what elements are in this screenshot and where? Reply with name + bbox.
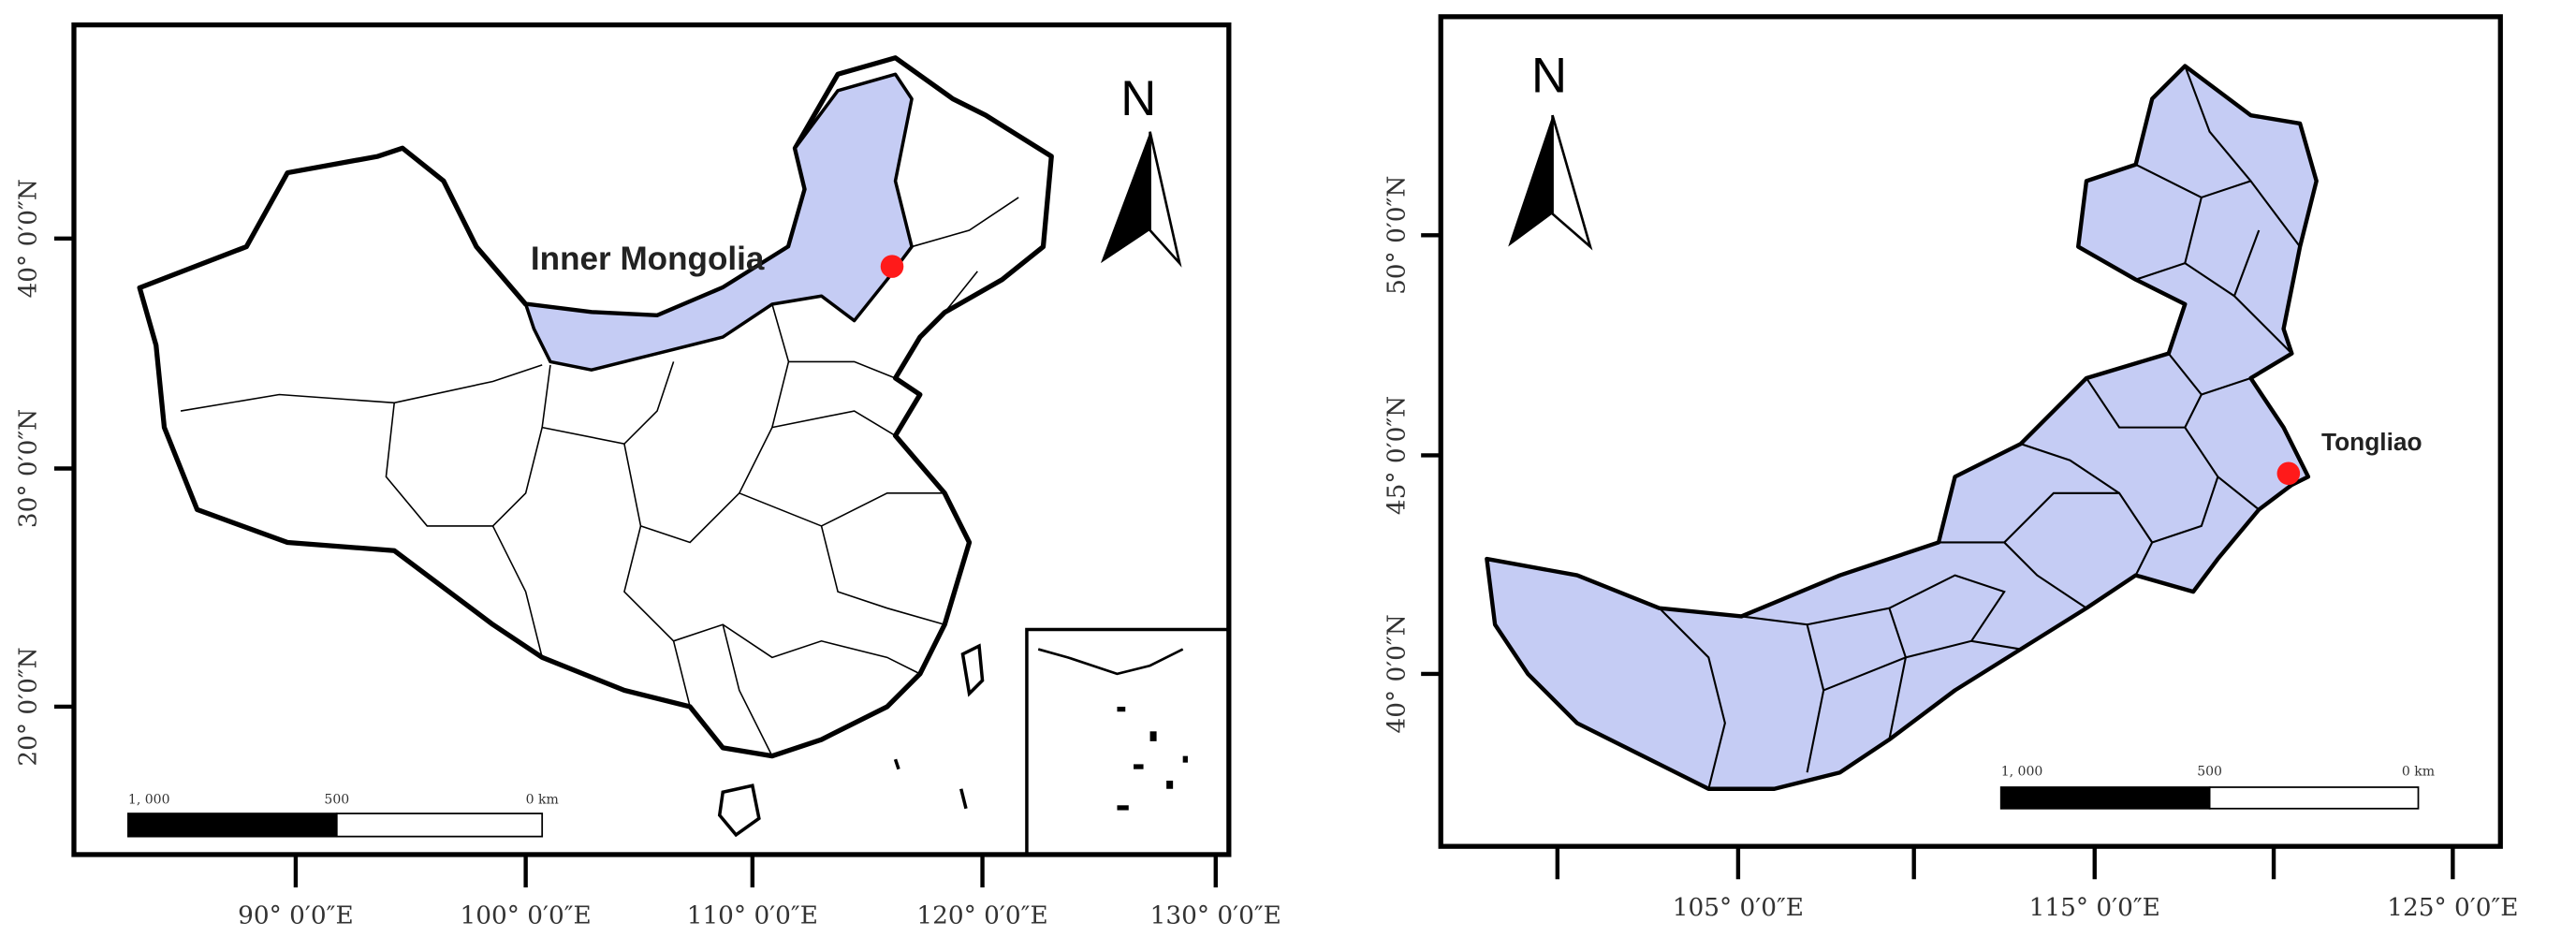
scale-bar — [1999, 786, 2211, 810]
x-tick-label: 115° 0′0″E — [2029, 894, 2160, 922]
inset-coast — [1037, 648, 1184, 676]
scale-bar — [335, 813, 544, 838]
inset-frame — [1025, 627, 1229, 855]
scale-label: 1, 000 — [2001, 765, 2043, 780]
location-marker — [880, 255, 904, 278]
scale-label: 500 — [2197, 765, 2222, 780]
inner-mongolia-region — [523, 72, 914, 372]
x-tick-label: 125° 0′0″E — [2387, 894, 2518, 922]
place-label: Tongliao — [2321, 428, 2422, 456]
scale-label: 0 km — [526, 793, 559, 808]
x-tick-label: 100° 0′0″E — [461, 902, 592, 930]
inset-islands — [1117, 706, 1188, 811]
y-tick-label: 50° 0′0″N — [1383, 176, 1412, 295]
china-map: Inner Mongolia N — [71, 22, 1232, 857]
north-label: N — [1531, 49, 1567, 104]
x-tick-label: 105° 0′0″E — [1673, 894, 1804, 922]
y-tick-label: 20° 0′0″N — [15, 647, 43, 766]
island — [959, 788, 968, 810]
scale-bar — [127, 813, 338, 838]
y-tick-label: 40° 0′0″N — [1383, 614, 1412, 733]
location-marker — [2276, 461, 2301, 486]
north-arrow — [1149, 131, 1182, 268]
y-tick-label: 45° 0′0″N — [1383, 396, 1412, 515]
map-frame — [71, 22, 1232, 857]
x-tick-label: 110° 0′0″E — [687, 902, 818, 930]
x-tick-label: 130° 0′0″E — [1150, 902, 1281, 930]
place-label: Inner Mongolia — [531, 241, 765, 277]
scale-label: 500 — [324, 793, 349, 808]
inner-mongolia-map: Tongliao N — [1438, 14, 2503, 849]
north-label: N — [1120, 71, 1156, 126]
north-arrow — [1551, 114, 1593, 251]
scale-bar — [2208, 786, 2420, 810]
district-borders — [1658, 66, 2301, 790]
province-borders — [180, 197, 1019, 756]
y-tick-label: 30° 0′0″N — [15, 409, 43, 528]
island — [893, 758, 900, 770]
y-tick-label: 40° 0′0″N — [15, 179, 43, 298]
north-arrow — [1508, 115, 1553, 247]
inner-mongolia-region — [1485, 64, 2319, 791]
x-tick-label: 120° 0′0″E — [916, 902, 1047, 930]
taiwan — [960, 643, 985, 697]
scale-label: 1, 000 — [128, 793, 170, 808]
hainan — [717, 783, 761, 838]
x-tick-label: 90° 0′0″E — [238, 902, 354, 930]
scale-label: 0 km — [2402, 765, 2435, 780]
map-frame — [1438, 14, 2503, 849]
